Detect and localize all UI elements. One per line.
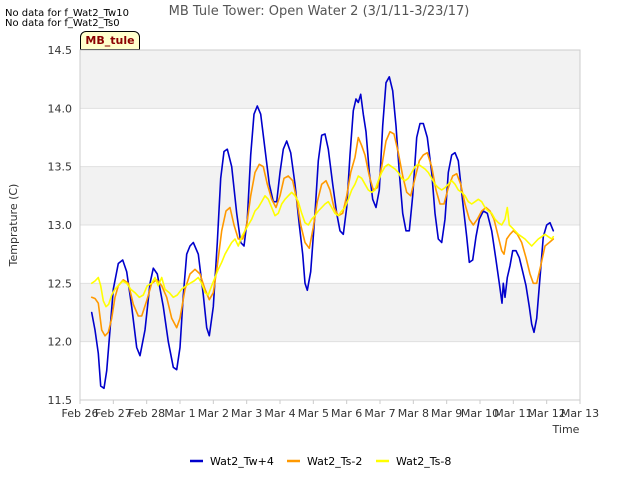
y-tick-label: 14.0 <box>48 102 73 115</box>
x-tick-label: Mar 10 <box>461 407 499 420</box>
x-axis-label: Time <box>552 423 580 436</box>
series-line-3 <box>90 163 555 308</box>
legend-label: Wat2_Ts-2 <box>307 455 362 468</box>
x-tick-label: Feb 26 <box>62 407 99 420</box>
plot-frame <box>79 49 581 401</box>
legend-label: Wat2_Ts-8 <box>396 455 451 468</box>
x-tick-label: Feb 27 <box>95 407 132 420</box>
y-axis-label: Temprature (C) <box>7 184 20 268</box>
y-tick-label: 11.5 <box>48 394 73 407</box>
series-line-1 <box>90 76 555 390</box>
x-tick-label: Mar 5 <box>298 407 329 420</box>
plot-band <box>80 341 580 400</box>
plot-band <box>80 166 580 225</box>
chart-title: MB Tule Tower: Open Water 2 (3/1/11-3/23… <box>169 4 470 19</box>
x-tick-label: Mar 12 <box>528 407 566 420</box>
series-line-2 <box>90 130 555 337</box>
x-tick-label: Mar 3 <box>231 407 262 420</box>
x-tick-label: Mar 13 <box>561 407 599 420</box>
plot-band <box>80 225 580 284</box>
y-axis: 11.5 12.0 12.5 13.0 13.5 14.0 14.5 <box>48 44 73 407</box>
x-tick-label: Feb 28 <box>128 407 165 420</box>
no-data-notice-tw10: No data for f_Wat2_Tw10 <box>5 8 129 19</box>
x-tick-label: Mar 4 <box>264 407 295 420</box>
x-tick-label: Mar 11 <box>494 407 532 420</box>
y-tick-label: 13.0 <box>48 219 73 232</box>
plot-band <box>80 50 580 109</box>
x-tick-label: Mar 2 <box>198 407 229 420</box>
legend-label: Wat2_Tw+4 <box>210 455 274 468</box>
no-data-notice-ts0: No data for f_Wat2_Ts0 <box>5 18 120 29</box>
x-tick-label: Mar 9 <box>431 407 462 420</box>
series-lines <box>90 76 555 390</box>
x-tick-label: Mar 8 <box>398 407 429 420</box>
x-tick-label: Mar 6 <box>331 407 362 420</box>
y-tick-label: 12.0 <box>48 336 73 349</box>
x-tick-label: Mar 7 <box>364 407 395 420</box>
y-tick-label: 14.5 <box>48 44 73 57</box>
y-tick-label: 12.5 <box>48 277 73 290</box>
legend: Wat2_Tw+4 Wat2_Ts-2 Wat2_Ts-8 <box>190 455 451 468</box>
plot-background-bands <box>80 50 580 400</box>
x-tick-label: Mar 1 <box>164 407 195 420</box>
y-tick-label: 13.5 <box>48 161 73 174</box>
